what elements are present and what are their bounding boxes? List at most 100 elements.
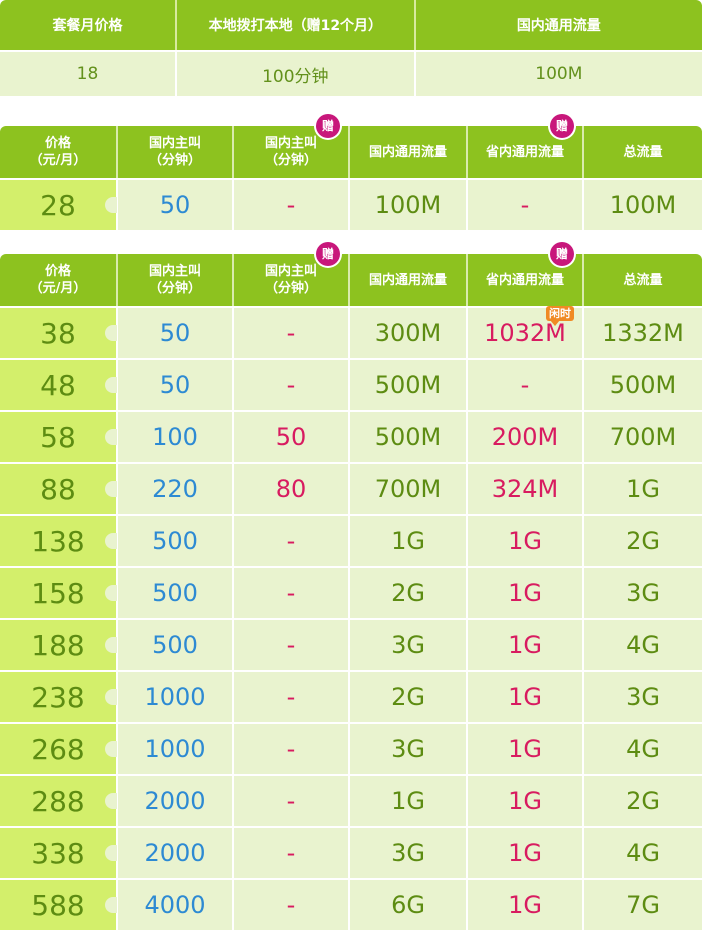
cell-price: 58	[0, 412, 118, 462]
cell-bonus-calls: -	[234, 568, 350, 618]
table-row: 138 500-1G 1G 2G	[0, 514, 702, 566]
header-line: （元/月）	[29, 153, 87, 168]
cell-calls: 2000	[118, 776, 234, 826]
header-line: （分钟）	[148, 153, 201, 168]
cell-bonus-calls: -	[234, 180, 350, 230]
header-line: 省内通用流量	[485, 144, 564, 160]
cell-price: 588	[0, 880, 118, 930]
table-row: 158 500-2G 1G 3G	[0, 566, 702, 618]
cell-provincial-data: -	[468, 180, 584, 230]
gift-badge-icon: 赠	[316, 114, 340, 138]
header-line: 价格	[44, 136, 71, 151]
cell-national-data: 6G	[350, 880, 468, 930]
header-national-calls: 国内主叫 （分钟）	[118, 126, 234, 178]
cell-national-data: 300M	[350, 308, 468, 358]
cell-total-data: 3G	[584, 672, 702, 722]
header-provincial-data: 省内通用流量 赠	[468, 114, 584, 178]
cell-provincial-data: 1G	[468, 620, 584, 670]
cell-calls: 100	[118, 412, 234, 462]
cell-national-data: 500M	[350, 412, 468, 462]
cell-total-data: 4G	[584, 724, 702, 774]
cell-national-data: 1G	[350, 516, 468, 566]
cell-total-data: 7G	[584, 880, 702, 930]
table-row: 238 1000-2G 1G 3G	[0, 670, 702, 722]
table-row: 48 50-500M -500M	[0, 358, 702, 410]
cell-bonus-calls: -	[234, 516, 350, 566]
cell-national-data: 3G	[350, 724, 468, 774]
cell-price: 38	[0, 308, 118, 358]
header-line: （元/月）	[29, 281, 87, 296]
header-line: 国内主叫	[264, 136, 317, 151]
gift-badge-icon: 赠	[550, 114, 574, 138]
cell-total-data: 100M	[584, 180, 702, 230]
table-row: 588 4000-6G 1G 7G	[0, 878, 702, 930]
cell-calls: 220	[118, 464, 234, 514]
cell-bonus-calls: -	[234, 776, 350, 826]
cell-price: 48	[0, 360, 118, 410]
cell-total-data: 3G	[584, 568, 702, 618]
header-line: 总流量	[623, 144, 663, 160]
cell-total-data: 2G	[584, 516, 702, 566]
header-line: 国内主叫	[148, 136, 201, 151]
cell-calls: 2000	[118, 828, 234, 878]
cell-price: 338	[0, 828, 118, 878]
cell-national-data: 100M	[535, 64, 583, 84]
cell-calls: 4000	[118, 880, 234, 930]
cell-provincial-data: 324M	[468, 464, 584, 514]
cell-bonus-calls: -	[234, 308, 350, 358]
header-line: 国内通用流量	[368, 144, 447, 160]
cell-total-data: 2G	[584, 776, 702, 826]
header-line: （分钟）	[264, 281, 317, 296]
header-national-calls: 国内主叫 （分钟）	[118, 254, 234, 306]
header-total-data: 总流量	[584, 126, 702, 178]
header-provincial-data: 省内通用流量 赠	[468, 242, 584, 306]
table-row: 28 50 - 100M - 100M	[0, 178, 702, 230]
cell-calls: 1000	[118, 672, 234, 722]
cell-national-data: 1G	[350, 776, 468, 826]
cell-national-data: 100M	[350, 180, 468, 230]
cell-price: 18	[0, 52, 177, 96]
cell-calls: 1000	[118, 724, 234, 774]
header-monthly-price: 套餐月价格	[0, 0, 177, 50]
header-bonus-calls: 国内主叫 （分钟） 赠	[234, 242, 350, 306]
cell-provincial-data: 1G	[468, 672, 584, 722]
header-price: 价格 （元/月）	[0, 126, 118, 178]
idle-time-badge-icon: 闲时	[546, 306, 574, 326]
cell-price: 28	[0, 180, 118, 230]
cell-total-data: 1332M	[584, 308, 702, 358]
cell-provincial-data: 1G	[468, 828, 584, 878]
header-line: 价格	[44, 264, 71, 279]
plan-table-28: 价格 （元/月） 国内主叫 （分钟） 国内主叫 （分钟） 赠 国内通用流量 省内…	[0, 114, 702, 230]
cell-total-data: 1G	[584, 464, 702, 514]
cell-bonus-calls: 50	[234, 412, 350, 462]
cell-bonus-calls: -	[234, 828, 350, 878]
cell-provincial-data: 1G	[468, 516, 584, 566]
cell-price: 288	[0, 776, 118, 826]
header-line: 总流量	[623, 272, 663, 288]
header-line: 国内主叫	[148, 264, 201, 279]
cell-total-data: 4G	[584, 620, 702, 670]
cell-price: 268	[0, 724, 118, 774]
cell-price: 158	[0, 568, 118, 618]
gift-badge-icon: 赠	[550, 242, 574, 266]
table-header: 价格 （元/月） 国内主叫 （分钟） 国内主叫 （分钟） 赠 国内通用流量 省内…	[0, 114, 702, 178]
cell-calls: 50	[118, 360, 234, 410]
cell-price: 188	[0, 620, 118, 670]
header-national-data: 国内通用流量	[350, 126, 468, 178]
cell-bonus-calls: -	[234, 360, 350, 410]
table-row: 338 2000-3G 1G 4G	[0, 826, 702, 878]
cell-bonus-calls: -	[234, 724, 350, 774]
cell-national-data: 2G	[350, 568, 468, 618]
cell-calls: 500	[118, 620, 234, 670]
cell-provincial-data: 1G	[468, 880, 584, 930]
header-national-data: 国内通用流量	[350, 254, 468, 306]
table-row: 58 100 50 500M 200M 700M	[0, 410, 702, 462]
cell-bonus-calls: -	[234, 672, 350, 722]
cell-national-data: 3G	[350, 620, 468, 670]
cell-national-data: 500M	[350, 360, 468, 410]
cell-total-data: 700M	[584, 412, 702, 462]
header-total-data: 总流量	[584, 254, 702, 306]
cell-price: 138	[0, 516, 118, 566]
cell-provincial-data: -	[468, 360, 584, 410]
